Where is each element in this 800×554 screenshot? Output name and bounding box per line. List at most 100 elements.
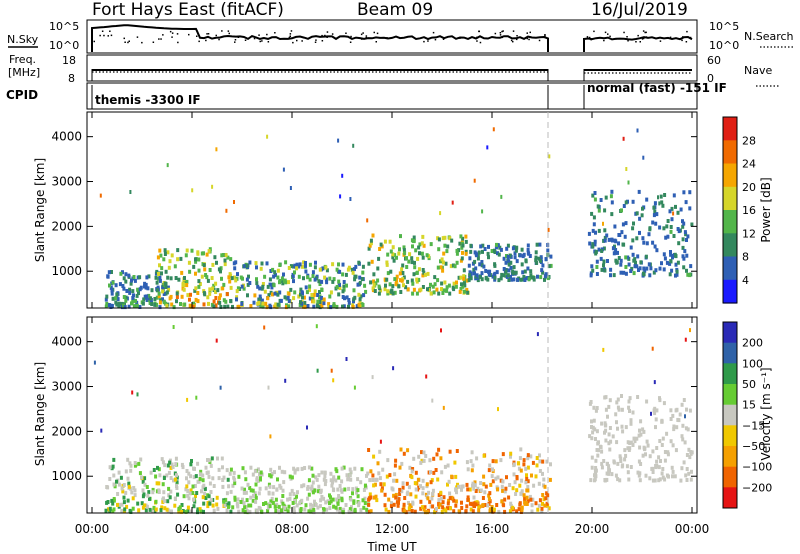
- nsearch-dot: [207, 33, 210, 35]
- echo-mark: [507, 495, 511, 500]
- echo-mark: [271, 267, 275, 272]
- echo-mark: [127, 304, 131, 309]
- echo-mark: [373, 482, 377, 487]
- cpid-label: CPID: [6, 88, 38, 102]
- echo-mark: [384, 283, 387, 288]
- echo-mark: [498, 245, 502, 250]
- echo-mark: [174, 462, 178, 467]
- echo-mark: [617, 241, 620, 246]
- colorbar-swatch: [723, 466, 737, 488]
- echo-mark: [341, 289, 345, 294]
- echo-mark: [526, 266, 530, 271]
- echo-mark: [167, 493, 171, 498]
- colorbar-tick-label: 12: [742, 227, 756, 240]
- echo-mark: [399, 234, 402, 239]
- echo-mark: [436, 236, 440, 241]
- echo-mark: [443, 243, 447, 248]
- echo-mark: [684, 337, 687, 342]
- echo-mark: [419, 499, 423, 504]
- echo-mark: [331, 262, 335, 267]
- echo-mark: [332, 304, 336, 309]
- echo-mark: [299, 300, 302, 305]
- echo-mark: [160, 505, 164, 510]
- echo-mark: [359, 480, 363, 485]
- nsearch-dot: [365, 35, 368, 37]
- echo-mark: [132, 293, 135, 298]
- echo-mark: [280, 508, 283, 513]
- echo-mark: [278, 280, 281, 285]
- echo-mark: [592, 222, 596, 227]
- nsearch-dot: [607, 33, 609, 35]
- echo-mark: [542, 497, 546, 502]
- echo-mark: [473, 271, 476, 276]
- echo-mark: [257, 297, 261, 302]
- echo-mark: [538, 453, 541, 458]
- nsearch-dot: [331, 33, 334, 35]
- echo-mark: [225, 491, 229, 496]
- echo-mark: [618, 478, 622, 483]
- echo-mark: [240, 301, 244, 306]
- colorbar-tick-label: −15: [742, 419, 765, 432]
- echo-mark: [605, 461, 609, 466]
- nsearch-dot: [93, 40, 95, 43]
- echo-mark: [655, 408, 659, 413]
- echo-mark: [629, 465, 633, 469]
- echo-mark: [412, 287, 416, 292]
- echo-mark: [435, 452, 439, 457]
- echo-mark: [635, 264, 639, 269]
- echo-mark: [322, 507, 326, 512]
- echo-mark: [669, 259, 673, 264]
- echo-mark: [242, 490, 246, 495]
- echo-mark: [204, 496, 208, 500]
- echo-mark: [413, 481, 417, 486]
- nsearch-dot: [345, 32, 347, 34]
- echo-mark: [145, 275, 149, 280]
- echo-mark: [308, 287, 311, 292]
- colorbar-frame: [722, 321, 738, 509]
- echo-mark: [328, 294, 332, 299]
- echo-mark: [266, 284, 270, 289]
- echo-mark: [681, 245, 685, 250]
- echo-mark: [654, 268, 658, 273]
- echo-mark: [637, 433, 641, 438]
- echo-mark: [455, 449, 459, 453]
- echo-mark: [496, 487, 499, 492]
- echo-mark: [661, 436, 665, 441]
- echo-mark: [303, 300, 307, 305]
- echo-mark: [636, 128, 639, 133]
- echo-mark: [187, 471, 191, 476]
- echo-mark: [472, 501, 476, 506]
- echo-mark: [425, 253, 429, 258]
- echo-mark: [398, 492, 402, 496]
- echo-mark: [277, 504, 281, 509]
- echo-mark: [590, 465, 594, 470]
- echo-mark: [607, 471, 611, 476]
- echo-mark: [194, 474, 198, 479]
- echo-mark: [337, 494, 341, 498]
- nsearch-dot: [169, 30, 172, 33]
- echo-mark: [629, 269, 633, 273]
- echo-mark: [196, 509, 200, 514]
- echo-mark: [624, 221, 628, 226]
- echo-mark: [154, 499, 158, 504]
- echo-mark: [367, 246, 371, 251]
- echo-mark: [313, 265, 317, 270]
- echo-mark: [226, 477, 230, 482]
- echo-mark: [120, 301, 124, 306]
- echo-mark: [249, 495, 253, 500]
- echo-mark: [526, 465, 530, 470]
- echo-mark: [500, 194, 503, 199]
- echo-mark: [132, 275, 136, 279]
- echo-mark: [225, 208, 228, 213]
- echo-mark: [241, 466, 245, 471]
- colorbar-tick-label: 24: [742, 158, 756, 171]
- echo-mark: [104, 508, 108, 513]
- echo-mark: [345, 295, 349, 300]
- echo-mark: [155, 280, 159, 285]
- echo-mark: [263, 325, 266, 330]
- echo-mark: [301, 295, 304, 300]
- nsearch-dot: [289, 35, 291, 37]
- nsearch-dot: [101, 30, 104, 32]
- echo-mark: [223, 258, 227, 263]
- echo-mark: [468, 273, 472, 278]
